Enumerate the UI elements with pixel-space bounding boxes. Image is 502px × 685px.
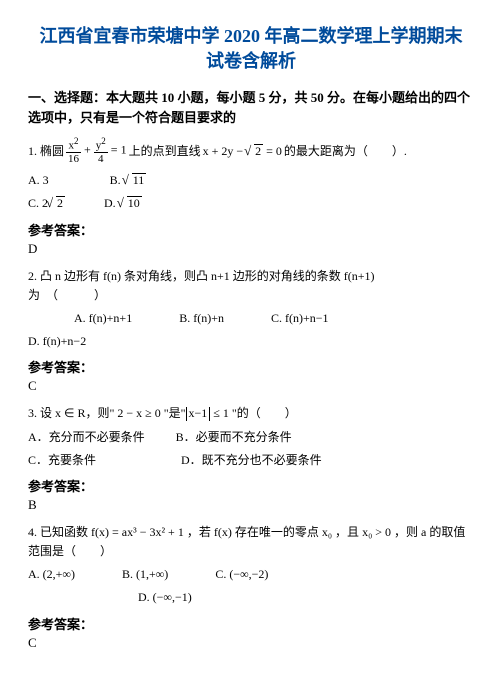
q3-answer: B — [28, 497, 474, 513]
q3-option-c: C．充要条件 — [28, 451, 96, 470]
q1-options-cd: C. 22 D. 10 — [28, 194, 474, 213]
q1-option-c: C. 22 — [28, 196, 65, 210]
q2-options-abc: A. f(n)+n+1 B. f(n)+n C. f(n)+n−1 — [74, 309, 474, 328]
q1-text-b: 的最大距离为（ ）. — [284, 142, 407, 161]
q4-x0: x₀ — [322, 525, 332, 539]
q4-cond: x₀ > 0 — [362, 525, 391, 539]
q2-option-b: B. f(n)+n — [179, 309, 224, 328]
answer-label-3: 参考答案： — [28, 476, 474, 495]
question-4: 4. 已知函数 f(x) = ax³ − 3x² + 1 ，若 f(x) 存在唯… — [28, 523, 474, 561]
q3-option-b: B．必要而不充分条件 — [176, 428, 292, 447]
q4-option-d-row: D. (−∞,−1) — [138, 588, 474, 607]
answer-label-4: 参考答案： — [28, 614, 474, 633]
q1-option-a: A. 3 B. 11 — [28, 171, 474, 190]
title-line-1: 江西省宜春市荣塘中学 2020 年高二数学理上学期期末 — [40, 26, 463, 46]
q1-ellipse-eq: x216 + y24 = 1 — [66, 137, 127, 165]
document-page: 江西省宜春市荣塘中学 2020 年高二数学理上学期期末 试卷含解析 一、选择题：… — [0, 0, 502, 685]
question-2: 2. 凸 n 边形有 f(n) 条对角线，则凸 n+1 边形的对角线的条数 f(… — [28, 267, 474, 305]
q4-fx-expr: f(x) = ax³ − 3x² + 1 — [91, 525, 184, 539]
q2-option-c: C. f(n)+n−1 — [271, 309, 329, 328]
q4-option-c: C. (−∞,−2) — [215, 565, 268, 584]
q2-fn-expr: f(n) — [103, 269, 121, 283]
title-line-2: 试卷含解析 — [206, 51, 296, 71]
q1-option-d: D. 10 — [104, 196, 142, 210]
q4-fpx-expr: f(x) — [214, 525, 232, 539]
q4-answer: C — [28, 635, 474, 651]
q3-option-d: D．既不充分也不必要条件 — [181, 451, 322, 470]
abs-expr: x−1 — [186, 407, 211, 420]
question-3: 3. 设 x ∈ R，则" 2 − x ≥ 0 "是"x−1 ≤ 1 "的（ ） — [28, 404, 474, 423]
q3-options-cd: C．充要条件 D．既不充分也不必要条件 — [28, 451, 474, 470]
q4-option-b: B. (1,+∞) — [122, 565, 168, 584]
answer-label-2: 参考答案： — [28, 357, 474, 376]
q4-option-d: D. (−∞,−1) — [138, 588, 192, 607]
q3-options-ab: A．充分而不必要条件 B．必要而不充分条件 — [28, 428, 474, 447]
q1-text-a: 上的点到直线 — [129, 142, 201, 161]
exam-title: 江西省宜春市荣塘中学 2020 年高二数学理上学期期末 试卷含解析 — [28, 24, 474, 74]
q1-option-b: B. 11 — [110, 173, 147, 187]
section-1-heading: 一、选择题：本大题共 10 小题，每小题 5 分，共 50 分。在每小题给出的四… — [28, 88, 474, 127]
q1-line-eq: x + 2y − 2 = 0 — [203, 142, 282, 161]
q4-options-abc: A. (2,+∞) B. (1,+∞) C. (−∞,−2) — [28, 565, 474, 584]
answer-label-1: 参考答案： — [28, 220, 474, 239]
q2-fn1-expr: f(n+1) — [344, 269, 375, 283]
question-1: 1. 椭圆 x216 + y24 = 1 上的点到直线 x + 2y − 2 =… — [28, 137, 474, 165]
q1-answer: D — [28, 241, 474, 257]
q2-option-a: A. f(n)+n+1 — [74, 309, 132, 328]
q1-number: 1. 椭圆 — [28, 142, 64, 161]
q2-answer: C — [28, 378, 474, 394]
q2-option-d: D. f(n)+n−2 — [28, 332, 474, 351]
q4-option-a: A. (2,+∞) — [28, 565, 75, 584]
q3-option-a: A．充分而不必要条件 — [28, 428, 145, 447]
